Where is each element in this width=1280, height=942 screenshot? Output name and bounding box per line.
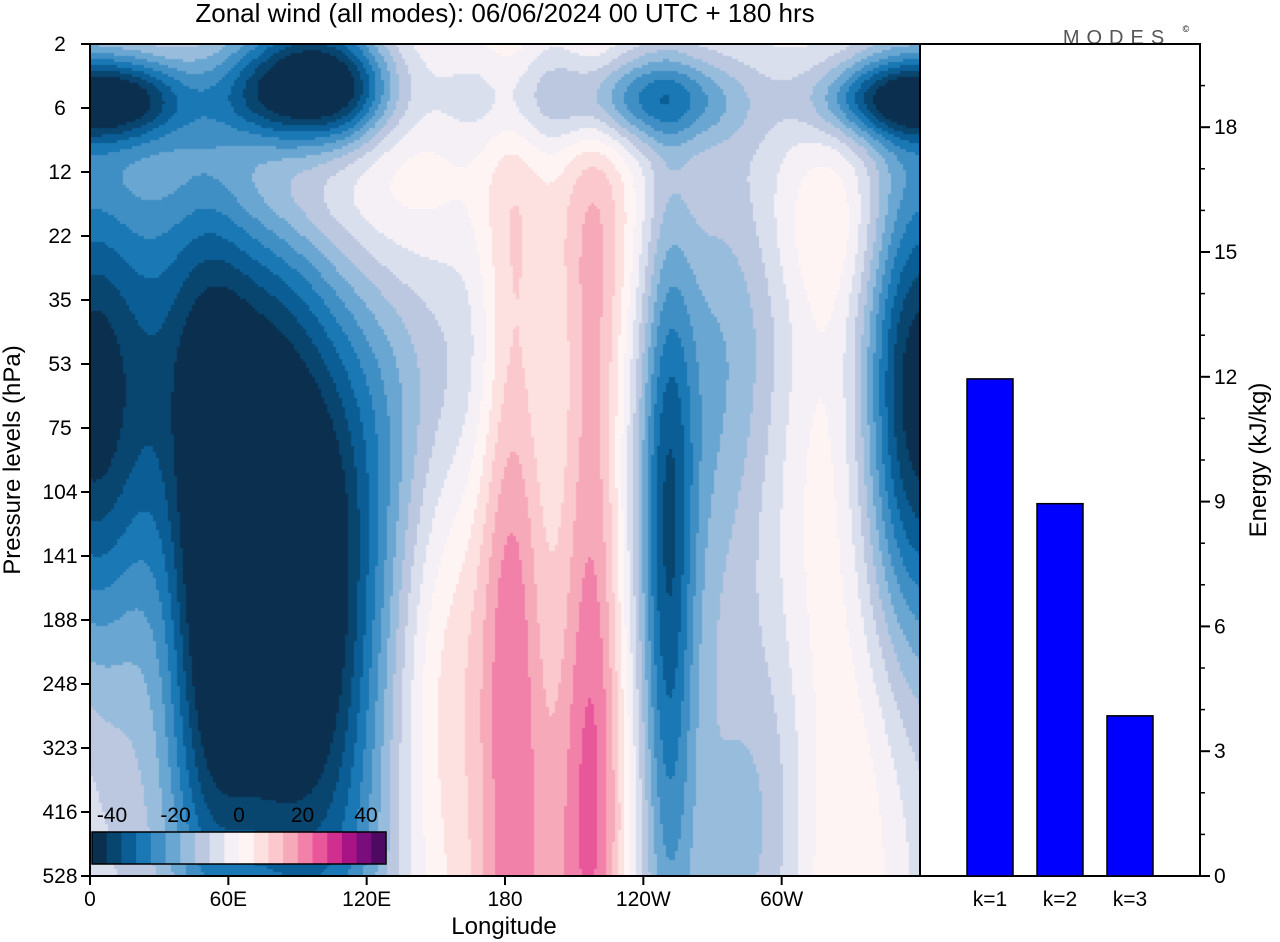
- colorbar-swatch: [239, 832, 255, 864]
- energy-bars: [966, 378, 1154, 877]
- bar-y-ticks: 0 3 6 9 12 15 18: [1200, 84, 1237, 888]
- y-tick-label: 75: [48, 417, 71, 440]
- bar-category-label: k=3: [1113, 888, 1147, 911]
- colorbar-swatch: [194, 832, 211, 864]
- colorbar-swatch: [371, 832, 387, 864]
- colorbar-label: -20: [160, 804, 190, 827]
- x-tick-label: 180: [487, 888, 522, 911]
- bar-y-tick-label: 9: [1214, 491, 1226, 514]
- y-tick-label: 416: [42, 801, 77, 824]
- bar-y-tick-label: 0: [1214, 865, 1226, 888]
- bar-y-tick-label: 6: [1214, 615, 1226, 638]
- y-tick-label: 188: [42, 609, 77, 632]
- colorbar-swatch: [356, 832, 372, 864]
- colorbar-swatch: [136, 832, 152, 864]
- colorbar-swatch: [209, 832, 225, 864]
- colorbar-label: 20: [291, 804, 314, 827]
- bar-y-tick-label: 12: [1214, 366, 1237, 389]
- heatmap-y-axis-label: Pressure levels (hPa): [0, 345, 26, 574]
- colorbar-swatch: [268, 832, 284, 864]
- colorbar: -40 -20 0 20 40: [91, 804, 387, 865]
- colorbar-swatch: [106, 832, 122, 864]
- bar-category-label: k=2: [1043, 888, 1077, 911]
- colorbar-swatch: [253, 832, 269, 864]
- colorbar-swatch: [121, 832, 137, 864]
- energy-bar: [1036, 502, 1084, 877]
- y-tick-label: 2: [54, 33, 66, 56]
- y-tick-label: 53: [48, 353, 71, 376]
- y-tick-label: 35: [48, 289, 71, 312]
- heatmap-x-ticks: 0 60E 120E 180 120W 60W: [84, 876, 803, 911]
- brand-mark: ©: [1183, 24, 1190, 34]
- heatmap-area: [90, 44, 920, 876]
- y-tick-label: 22: [48, 225, 71, 248]
- x-tick-label: 120W: [616, 888, 671, 911]
- bar-y-tick-label: 3: [1214, 740, 1226, 763]
- colorbar-label: 40: [354, 804, 377, 827]
- y-tick-label: 323: [42, 737, 77, 760]
- colorbar-swatch: [283, 832, 299, 864]
- y-tick-label: 6: [54, 97, 66, 120]
- bar-y-axis-label: Energy (kJ/kg): [1245, 383, 1272, 538]
- colorbar-swatch: [180, 832, 196, 864]
- heatmap-plot: 2 6 12 22 35 53 75 104 141 188 248 323 416 528 0 60E 12…: [0, 33, 921, 940]
- colorbar-swatch: [297, 832, 313, 864]
- colorbar-swatch: [165, 832, 181, 864]
- x-tick-label: 120E: [342, 888, 391, 911]
- x-tick-label: 0: [84, 888, 96, 911]
- energy-bar: [1106, 715, 1154, 877]
- y-tick-label: 141: [42, 545, 77, 568]
- colorbar-swatch: [92, 832, 108, 864]
- y-tick-label: 528: [42, 865, 77, 888]
- colorbar-swatch: [150, 832, 166, 864]
- x-tick-label: 60W: [760, 888, 803, 911]
- colorbar-swatch: [341, 832, 358, 864]
- y-tick-label: 248: [42, 673, 77, 696]
- bar-y-tick-label: 15: [1214, 241, 1237, 264]
- y-tick-label: 12: [48, 161, 71, 184]
- heatmap-canvas: [90, 44, 920, 876]
- colorbar-swatch: [224, 832, 240, 864]
- y-tick-label: 104: [42, 481, 77, 504]
- colorbar-label: 0: [233, 804, 245, 827]
- bar-x-ticks: k=1 k=2 k=3: [973, 888, 1147, 911]
- colorbar-label: -40: [97, 804, 127, 827]
- heatmap-x-axis-label: Longitude: [451, 913, 556, 940]
- chart-title: Zonal wind (all modes): 06/06/2024 00 UT…: [195, 0, 814, 28]
- heatmap-y-ticks: 2 6 12 22 35 53 75 104 141 188 248 323 416 528: [42, 33, 90, 888]
- colorbar-frame: [91, 831, 387, 865]
- colorbar-swatch: [312, 832, 328, 864]
- energy-bar-plot: 0 3 6 9 12 15 18 k=1 k=2 k=3 Energy (kJ/kg): [919, 43, 1272, 911]
- x-tick-label: 60E: [210, 888, 247, 911]
- energy-bar: [966, 378, 1014, 877]
- bar-category-label: k=1: [973, 888, 1007, 911]
- bar-y-tick-label: 18: [1214, 116, 1237, 139]
- colorbar-swatch: [327, 832, 343, 864]
